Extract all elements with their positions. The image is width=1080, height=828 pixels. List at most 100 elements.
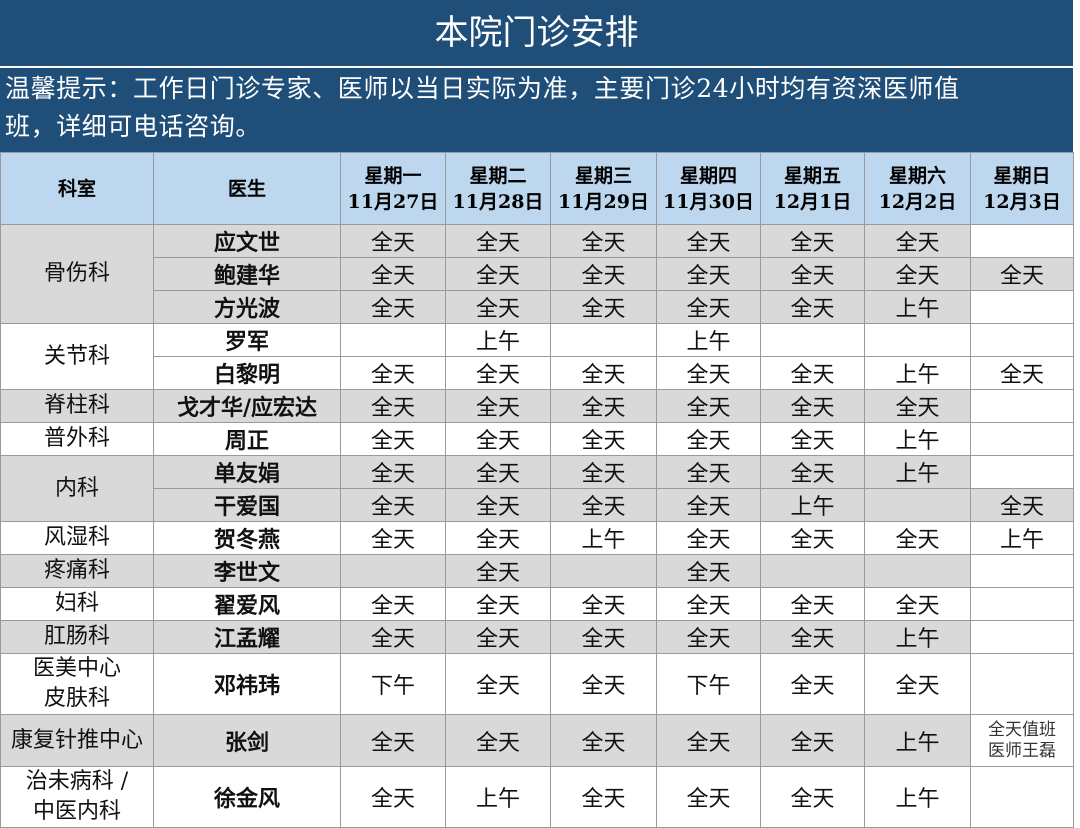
schedule-cell <box>970 766 1074 828</box>
schedule-cell: 上午 <box>445 323 551 357</box>
schedule-cell: 全天 <box>656 488 761 522</box>
schedule-cell: 全天 <box>970 356 1074 390</box>
schedule-cell: 全天 <box>550 587 657 621</box>
schedule-cell: 全天 <box>340 257 446 291</box>
department-cell: 医美中心 皮肤科 <box>0 653 154 715</box>
doctor-name: 干爱国 <box>153 488 341 522</box>
schedule-cell: 全天 <box>340 766 446 828</box>
header-weekday: 星期一 <box>364 164 422 187</box>
table-row: 方光波 全天 全天 全天 全天 全天 上午 <box>1 290 1074 324</box>
schedule-cell <box>970 422 1074 456</box>
doctor-name: 张剑 <box>153 714 341 767</box>
schedule-cell <box>970 587 1074 621</box>
header-day: 星期六 12月2日 <box>864 152 971 225</box>
schedule-cell: 全天 <box>864 653 971 715</box>
schedule-cell: 全天 <box>970 257 1074 291</box>
schedule-cell: 全天 <box>760 653 865 715</box>
schedule-cell: 上午 <box>864 422 971 456</box>
doctor-name: 李世文 <box>153 554 341 588</box>
schedule-cell: 全天 <box>550 714 657 767</box>
header-dept: 科室 <box>0 152 154 225</box>
department-name: 风湿科 <box>43 525 110 550</box>
department-cell: 普外科 <box>0 422 154 456</box>
schedule-cell: 全天 <box>445 455 551 489</box>
schedule-cell: 全天 <box>340 356 446 390</box>
schedule-cell: 上午 <box>864 290 971 324</box>
header-weekday: 星期六 <box>888 164 946 187</box>
department-name: 脊柱科 <box>43 393 110 418</box>
schedule-cell: 全天 <box>550 422 657 456</box>
header-date: 11月28日 <box>452 190 544 213</box>
header-date: 12月3日 <box>983 190 1061 213</box>
schedule-cell: 上午 <box>864 766 971 828</box>
department-name: 治未病科 / <box>25 769 129 794</box>
schedule-cell: 全天 <box>550 290 657 324</box>
department-cell: 疼痛科 <box>0 554 154 588</box>
header-date: 12月2日 <box>878 190 957 213</box>
schedule-cell: 全天 <box>340 224 446 258</box>
schedule-cell: 全天 <box>760 620 865 654</box>
department-cell: 肛肠科 <box>0 620 154 654</box>
schedule-cell: 全天 <box>550 389 657 423</box>
header-day: 星期四 11月30日 <box>656 152 761 225</box>
doctor-name: 应文世 <box>153 224 341 258</box>
schedule-cell: 全天 <box>550 488 657 522</box>
schedule-cell: 全天 <box>864 257 971 291</box>
header-date: 11月30日 <box>663 190 754 213</box>
schedule-cell: 上午 <box>550 521 657 555</box>
header-date: 11月29日 <box>558 190 649 213</box>
table-row: 内科 单友娟 全天 全天 全天 全天 全天 上午 <box>0 455 1074 522</box>
table-row: 治未病科 / 中医内科 徐金风 全天 上午 全天 全天 全天 上午 <box>0 766 1074 828</box>
schedule-cell: 全天 <box>970 488 1074 522</box>
department-cell: 内科 <box>0 455 154 522</box>
schedule-cell: 全天 <box>760 257 865 291</box>
page-title: 本院门诊安排 <box>0 0 1073 68</box>
schedule-table: 科室 医生 星期一 11月27日 星期二 11月28日 星期三 11月29日 星期四 11月3… <box>0 152 1074 828</box>
schedule-cell: 全天 <box>656 714 761 767</box>
schedule-cell <box>970 653 1074 715</box>
department-name: 疼痛科 <box>43 558 110 583</box>
department-cell: 关节科 <box>0 323 154 390</box>
doctor-name: 江孟耀 <box>153 620 341 654</box>
schedule-cell <box>864 554 971 588</box>
schedule-cell <box>970 323 1074 357</box>
table-row: 风湿科 贺冬燕 全天 全天 上午 全天 全天 全天 上午 <box>0 521 1074 555</box>
table-row: 康复针推中心 张剑 全天 全天 全天 全天 全天 上午 全天值班 医师王磊 <box>0 714 1074 767</box>
schedule-cell: 上午 <box>445 766 551 828</box>
schedule-cell <box>340 323 446 357</box>
schedule-cell: 全天 <box>550 653 657 715</box>
table-row: 疼痛科 李世文 全天 全天 <box>0 554 1074 588</box>
department-name: 关节科 <box>43 343 110 369</box>
header-day: 星期一 11月27日 <box>340 152 446 225</box>
schedule-cell: 全天 <box>340 521 446 555</box>
notice-line-2: 班，详细可电话咨询。 <box>5 112 262 141</box>
header-row: 科室 医生 星期一 11月27日 星期二 11月28日 星期三 11月29日 星期四 11月3… <box>0 152 1074 225</box>
schedule-cell: 全天 <box>656 521 761 555</box>
schedule-cell <box>864 488 971 522</box>
schedule-cell: 全天 <box>760 587 865 621</box>
doctor-name: 翟爱风 <box>153 587 341 621</box>
schedule-cell: 全天 <box>760 422 865 456</box>
department-cell: 骨伤科 <box>0 224 154 324</box>
doctor-name: 徐金风 <box>153 766 341 828</box>
department-cell: 妇科 <box>0 587 154 621</box>
schedule-cell: 全天 <box>445 290 551 324</box>
schedule-cell: 全天 <box>864 224 971 258</box>
schedule-cell <box>760 554 865 588</box>
schedule-cell: 全天 <box>550 257 657 291</box>
schedule-cell: 全天 <box>340 389 446 423</box>
schedule-cell: 全天 <box>656 257 761 291</box>
schedule-cell: 全天 <box>656 554 761 588</box>
header-day: 星期五 12月1日 <box>760 152 865 225</box>
doctor-name: 鲍建华 <box>153 257 341 291</box>
schedule-cell: 全天 <box>340 714 446 767</box>
schedule-cell: 全天 <box>550 620 657 654</box>
schedule-cell: 全天 <box>864 521 971 555</box>
schedule-cell: 全天 <box>760 521 865 555</box>
header-date: 12月1日 <box>773 190 852 213</box>
doctor-name: 周正 <box>153 422 341 456</box>
schedule-cell: 全天 <box>445 521 551 555</box>
table-row: 肛肠科 江孟耀 全天 全天 全天 全天 全天 上午 <box>0 620 1074 654</box>
schedule-cell: 上午 <box>864 714 971 767</box>
table-row: 脊柱科 戈才华/应宏达 全天 全天 全天 全天 全天 全天 <box>0 389 1074 423</box>
